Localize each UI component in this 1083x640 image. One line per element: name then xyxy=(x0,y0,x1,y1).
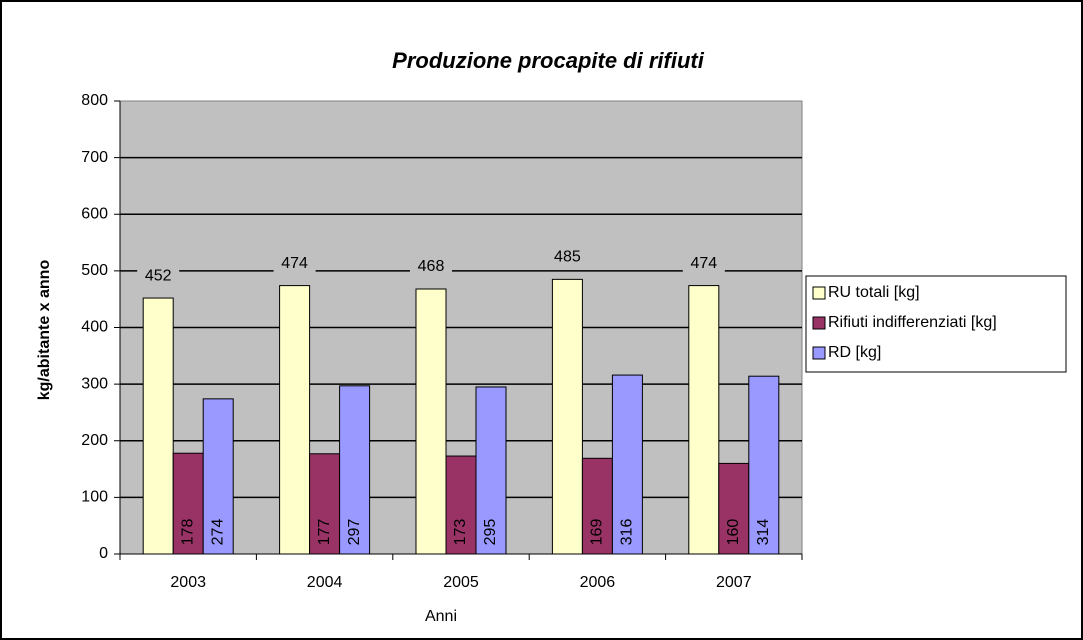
value-label: 468 xyxy=(418,258,445,275)
legend-label: RD [kg] xyxy=(828,344,881,361)
value-label: 177 xyxy=(316,519,333,546)
y-tick-label: 700 xyxy=(81,149,108,166)
legend-label: RU totali [kg] xyxy=(828,284,920,301)
bar xyxy=(142,297,174,555)
value-label: 295 xyxy=(482,519,499,546)
y-tick-label: 0 xyxy=(99,545,108,562)
x-tick-label: 2003 xyxy=(170,574,206,591)
value-label-bg xyxy=(410,255,452,278)
value-label: 160 xyxy=(725,519,742,546)
y-axis-label: kg/abitante x anno xyxy=(36,260,53,401)
value-label-bg xyxy=(137,265,180,288)
value-label: 474 xyxy=(690,255,717,272)
x-axis-label: Anni xyxy=(425,608,457,625)
y-tick-label: 100 xyxy=(81,489,108,506)
legend xyxy=(805,275,1067,373)
value-label: 452 xyxy=(145,267,172,284)
value-label-bg xyxy=(273,252,316,275)
value-label: 173 xyxy=(452,519,469,546)
y-tick-label: 500 xyxy=(81,262,108,279)
bar xyxy=(415,288,447,555)
value-label: 274 xyxy=(209,519,226,546)
x-tick-label: 2007 xyxy=(716,574,752,591)
legend-swatch xyxy=(812,286,826,300)
y-tick-label: 800 xyxy=(81,92,108,109)
bar xyxy=(339,385,371,555)
x-tick-label: 2006 xyxy=(580,574,616,591)
y-tick-label: 200 xyxy=(81,432,108,449)
bar xyxy=(202,398,234,555)
bar xyxy=(309,453,341,555)
legend-label: Rifiuti indifferenziati [kg] xyxy=(828,314,997,331)
value-label: 178 xyxy=(179,519,196,546)
value-label-bg xyxy=(682,252,725,275)
value-label: 316 xyxy=(619,519,636,546)
y-tick-label: 400 xyxy=(81,319,108,336)
x-tick-label: 2004 xyxy=(307,574,343,591)
legend-swatch xyxy=(812,346,826,360)
bar xyxy=(279,285,311,555)
bar xyxy=(688,285,720,555)
bar xyxy=(551,278,583,555)
bar xyxy=(475,386,507,555)
bar xyxy=(611,374,643,555)
bar xyxy=(445,455,477,555)
bar xyxy=(748,375,780,555)
y-tick-label: 600 xyxy=(81,205,108,222)
chart-title: Produzione procapite di rifiuti xyxy=(392,48,705,73)
value-label: 474 xyxy=(281,255,308,272)
value-label: 485 xyxy=(554,249,581,266)
x-tick-label: 2005 xyxy=(443,574,479,591)
value-label: 169 xyxy=(589,519,606,546)
value-label-bg xyxy=(546,246,589,269)
y-tick-label: 300 xyxy=(81,375,108,392)
legend-swatch xyxy=(812,316,826,330)
bar xyxy=(718,462,750,555)
value-label: 314 xyxy=(755,519,772,546)
value-label: 297 xyxy=(346,519,363,546)
